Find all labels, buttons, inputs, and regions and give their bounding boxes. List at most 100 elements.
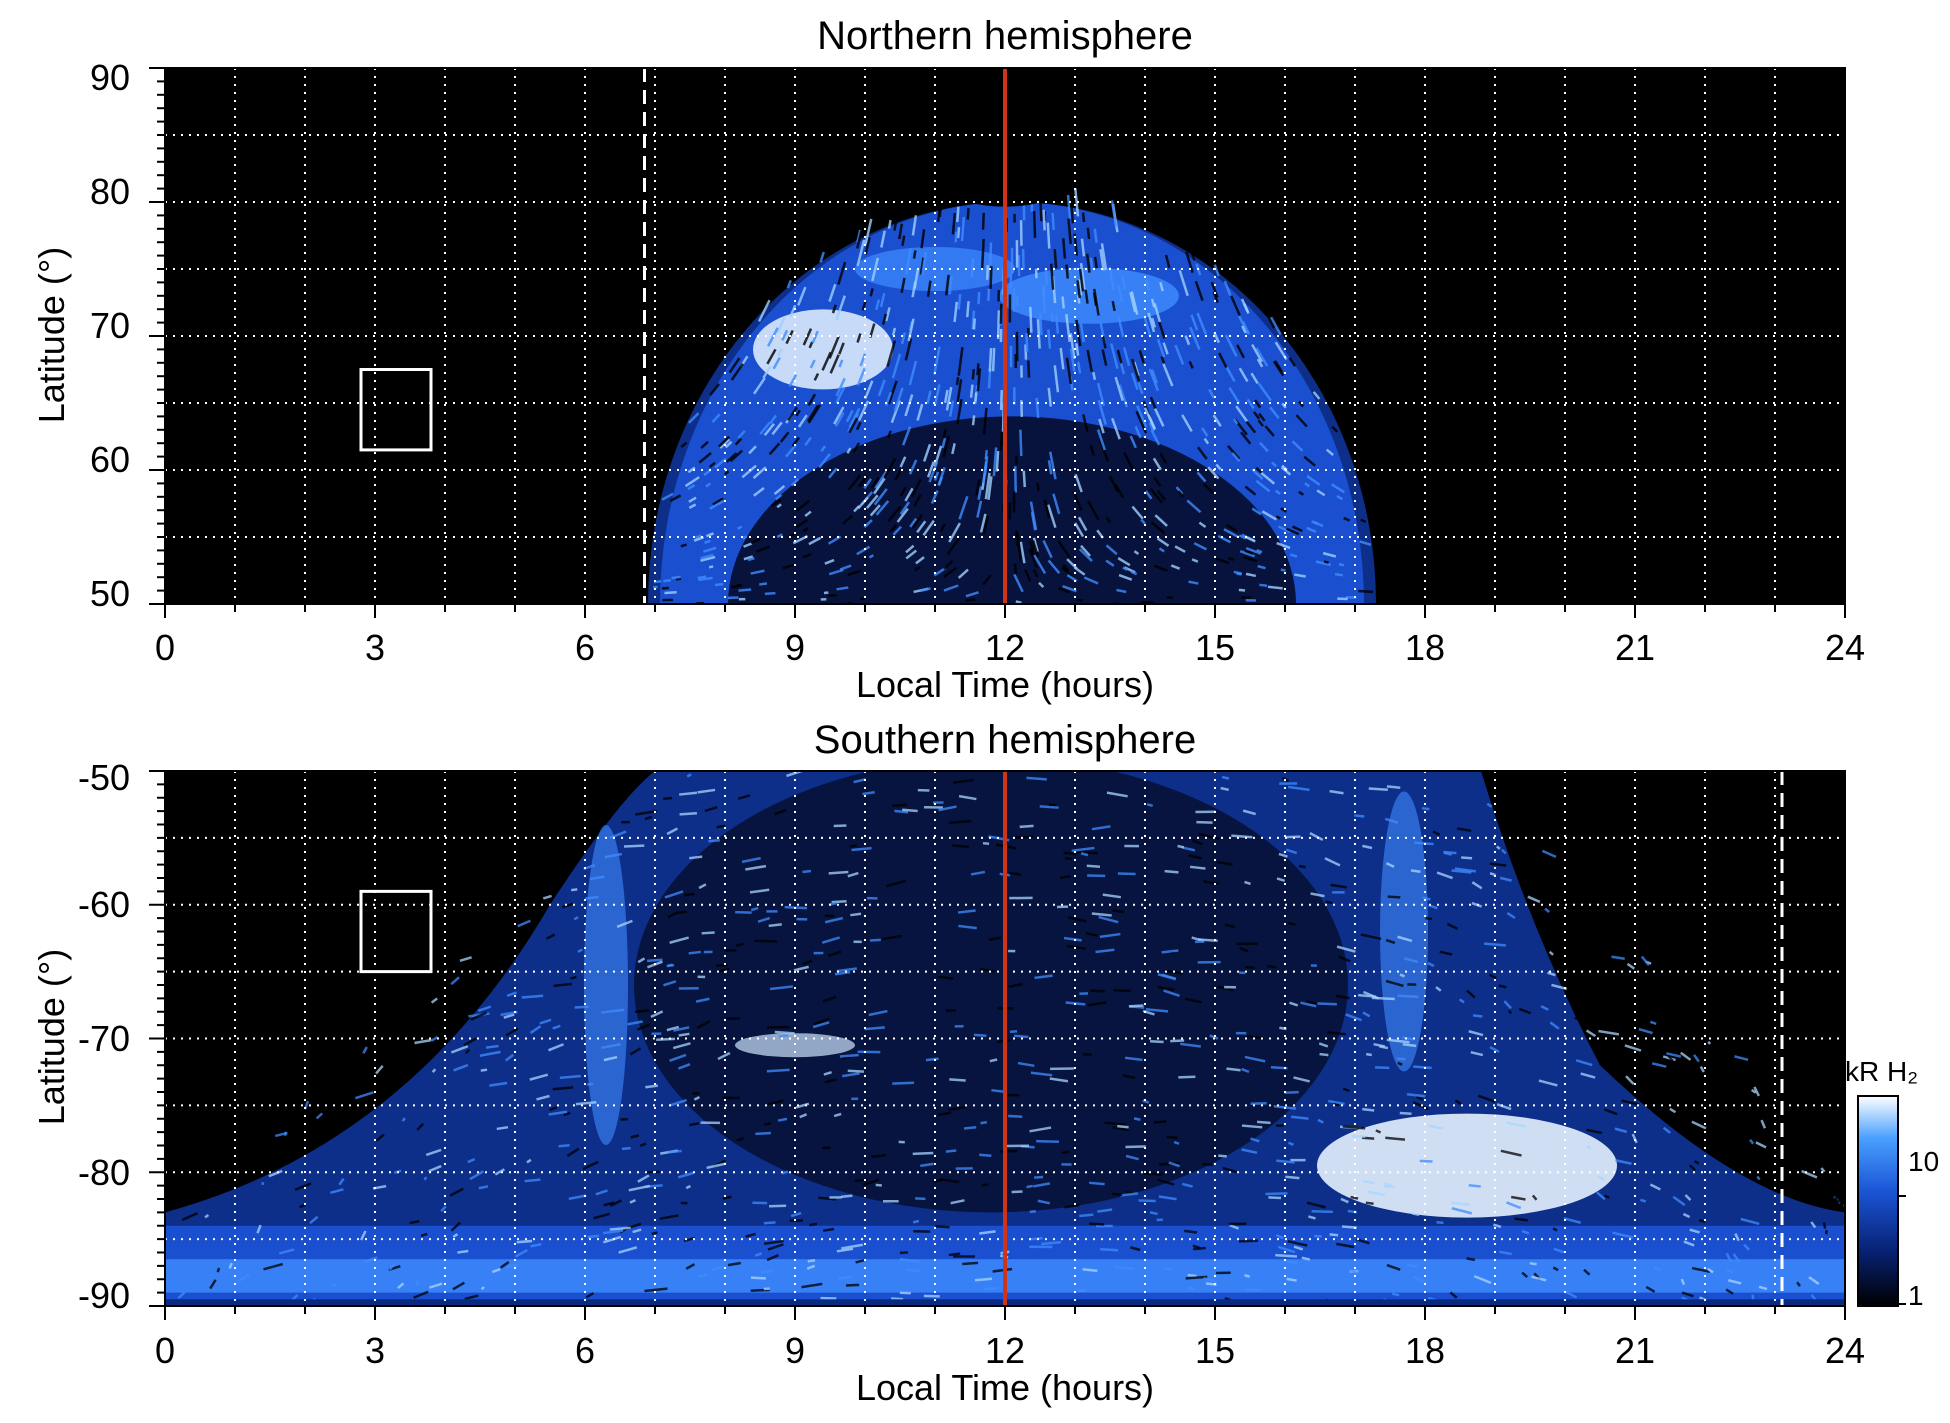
emission-streak [362,1046,368,1054]
emission-streak [1086,349,1093,372]
emission-streak [1362,844,1373,850]
emission-streak [982,515,990,535]
emission-streak [1450,1201,1471,1206]
emission-streak [409,1219,420,1225]
emission-streak [1329,1233,1339,1237]
emission-streak [1221,775,1230,780]
emission-streak [1043,499,1051,519]
emission-streak [1630,1067,1639,1073]
emission-streak [1734,1055,1749,1062]
emission-streak [1229,1223,1240,1230]
emission-streak [1286,1277,1297,1282]
emission-streak [678,1032,690,1037]
emission-streak [793,965,809,972]
emission-streak [1017,1061,1035,1068]
emission-streak [1734,1233,1740,1242]
emission-streak [887,219,892,229]
emission-streak [920,229,926,249]
emission-streak [982,574,992,586]
emission-streak [992,1267,1013,1273]
emission-streak [1238,1239,1259,1243]
emission-streak [1121,275,1127,291]
emission-streak [1105,544,1118,556]
emission-streak [1166,1135,1178,1140]
emission-streak [1603,1108,1618,1116]
emission-streak [430,997,438,1004]
emission-streak [1101,335,1107,349]
emission-streak [1770,1123,1775,1128]
emission-streak [1486,802,1493,808]
emission-streak [1725,1288,1734,1295]
emission-streak [811,330,819,344]
emission-streak [1086,500,1100,521]
emission-streak [962,1261,979,1266]
emission-streak [1150,429,1161,446]
north-xtick: 3 [364,627,386,668]
emission-streak [1064,1203,1080,1209]
south-plot [149,770,1846,1320]
emission-streak [1024,569,1032,582]
north-xtick: 15 [1194,627,1236,668]
emission-streak [835,386,846,404]
emission-streak [1760,1119,1767,1129]
emission-streak [828,283,837,302]
emission-streak [1085,931,1098,937]
emission-streak [763,1122,772,1126]
emission-streak [1029,540,1036,557]
emission-streak [769,414,778,424]
emission-streak [871,257,880,282]
emission-streak [697,1273,707,1278]
emission-streak [1076,280,1082,299]
emission-streak [1026,776,1047,781]
emission-streak [891,1297,904,1301]
emission-streak [1288,785,1310,792]
emission-streak [388,1262,396,1271]
emission-streak [1149,1211,1158,1216]
emission-streak [828,467,838,479]
emission-streak [937,467,946,486]
emission-streak [1293,1245,1304,1251]
emission-streak [1160,356,1166,365]
emission-streak [906,1268,921,1273]
emission-streak [708,839,720,843]
emission-streak [1074,188,1080,217]
emission-streak [1189,326,1201,351]
emission-streak [1164,1267,1173,1271]
emission-streak [853,777,867,784]
emission-streak [828,568,844,576]
emission-streak [996,310,1001,340]
colorbar-tick: 1 [1908,1280,1924,1311]
emission-streak [916,403,924,421]
emission-streak [646,958,663,963]
emission-streak [988,242,993,266]
emission-streak [1325,900,1333,905]
emission-streak [1499,876,1512,882]
emission-streak [1034,1175,1044,1179]
emission-streak [795,1102,810,1109]
emission-streak [1186,499,1202,514]
emission-streak [852,442,861,454]
emission-streak [745,1232,756,1238]
emission-streak [664,591,677,595]
emission-streak [1158,1195,1177,1201]
emission-streak [905,549,917,560]
emission-streak [1092,371,1097,380]
emission-streak [1396,1057,1406,1061]
south-ytick: -70 [77,1018,130,1059]
emission-streak [526,1158,532,1164]
bright-patch [584,825,628,1145]
emission-streak [879,293,886,308]
emission-streak [1268,1196,1282,1200]
emission-streak [651,1231,658,1236]
emission-streak [1190,314,1199,331]
emission-streak [1684,1194,1692,1201]
emission-streak [1810,1221,1817,1229]
emission-streak [1164,869,1179,874]
emission-streak [453,1063,469,1072]
emission-streak [1415,1095,1424,1101]
emission-streak [1680,1278,1686,1286]
emission-streak [767,1243,784,1251]
emission-streak [958,495,969,520]
emission-streak [1250,372,1259,385]
emission-streak [656,1037,676,1042]
